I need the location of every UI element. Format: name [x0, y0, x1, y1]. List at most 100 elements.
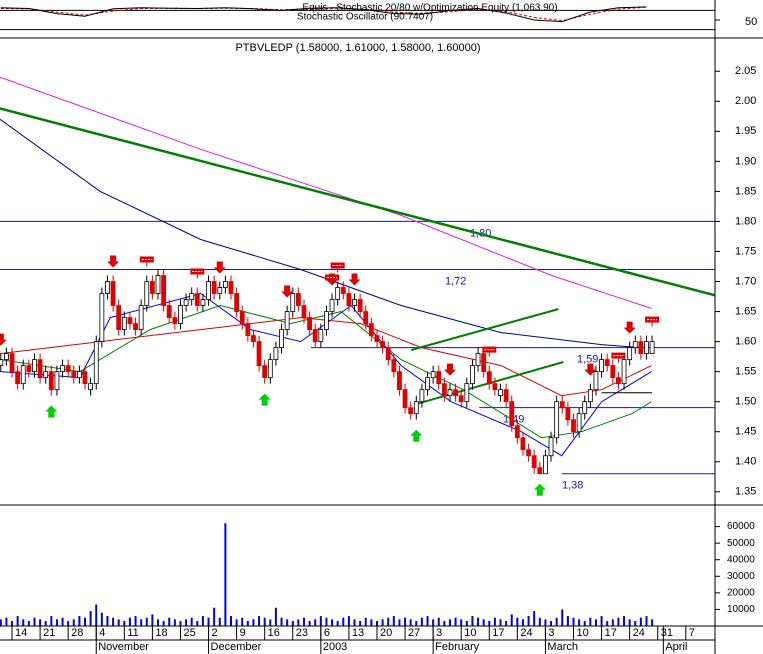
volume-bar [521, 619, 524, 626]
candle-body [335, 287, 341, 300]
candle-body [447, 389, 453, 397]
volume-bar [207, 617, 210, 626]
buy-arrow [410, 429, 423, 442]
candle-body [627, 347, 633, 361]
candle-body [211, 281, 217, 294]
candle-body [621, 359, 627, 385]
volume-bar [140, 619, 143, 626]
candle-body [99, 293, 105, 342]
y-tick-label: 1.60 [735, 335, 756, 347]
x-tick-label: 17 [605, 627, 617, 639]
x-tick-label: 16 [268, 627, 280, 639]
candle-body [88, 383, 94, 391]
volume-bar [370, 619, 373, 626]
candle-body [284, 311, 290, 330]
candle-body [492, 383, 498, 391]
candle-body [346, 293, 352, 306]
candle-body [189, 293, 195, 300]
volume-bar [258, 616, 261, 626]
volume-bar [27, 621, 30, 626]
volume-tick-label: 40000 [727, 554, 755, 565]
candle-body [537, 467, 543, 475]
candle-body [245, 323, 251, 336]
candle-body [307, 317, 313, 330]
volume-tick-label: 30000 [727, 571, 755, 582]
candle-body [587, 389, 593, 403]
volume-bar [364, 617, 367, 626]
volume-bar [241, 617, 244, 626]
candle-body [531, 455, 537, 469]
candle-body [318, 329, 324, 342]
candle-body [93, 341, 99, 385]
candle-body [475, 353, 481, 367]
candle-body [82, 371, 88, 385]
x-tick-label: 27 [408, 627, 420, 639]
x-tick-label: 9 [240, 627, 246, 639]
volume-bar [420, 617, 423, 626]
volume-bar [404, 617, 407, 626]
volume-bar [561, 609, 564, 626]
candle-body [402, 389, 408, 409]
stoch-tick-label: 50 [745, 16, 757, 28]
candle-body [649, 341, 655, 355]
candle-body [481, 353, 487, 373]
candle-body [571, 419, 576, 433]
candle-body [498, 389, 503, 397]
volume-bar [465, 621, 468, 626]
x-tick-label: 24 [520, 627, 532, 639]
candle-body [397, 371, 402, 391]
volume-bar [55, 619, 58, 626]
candle-body [593, 371, 599, 391]
y-tick-label: 1.95 [735, 125, 756, 137]
stoch-subtitle: Stochastic Oscillator (90.7407) [297, 12, 433, 23]
volume-bar [606, 621, 609, 626]
volume-bar [168, 617, 171, 626]
candle-body [385, 347, 391, 361]
volume-bar [375, 621, 378, 626]
overlay-line [0, 76, 652, 309]
volume-bar [95, 604, 98, 626]
candle-body [178, 305, 183, 324]
candle-body [644, 341, 649, 355]
candle-body [425, 377, 430, 391]
volume-bar [527, 616, 530, 626]
x-tick-label: 10 [577, 627, 589, 639]
volume-bar [645, 616, 648, 626]
candle-body [267, 359, 273, 379]
volume-bar [117, 619, 120, 626]
sell-arrow [584, 363, 597, 376]
volume-bar [634, 621, 637, 626]
candle-body [329, 299, 335, 312]
y-tick-label: 1.50 [735, 396, 756, 408]
volume-bar [100, 612, 103, 626]
volume-bar [5, 617, 8, 626]
candle-body [464, 383, 470, 403]
volume-bar [112, 617, 115, 626]
candle-body [430, 371, 436, 379]
volume-bar [151, 614, 154, 626]
x-tick-label: 3 [548, 627, 554, 639]
volume-bar [173, 619, 176, 626]
volume-bar [639, 617, 642, 626]
candle-body [183, 299, 189, 306]
overlay-line [410, 308, 559, 351]
x-tick-label: 23 [296, 627, 308, 639]
candle-body [413, 401, 419, 415]
candle-body [155, 275, 161, 294]
level-label: 1,72 [445, 275, 466, 287]
y-tick-label: 1.55 [735, 366, 756, 378]
x-tick-label: 7 [689, 627, 695, 639]
candle-body [116, 305, 122, 330]
candle-body [363, 311, 369, 324]
candle-body [54, 371, 60, 391]
x-tick-label: 6 [324, 627, 330, 639]
candle-body [239, 311, 245, 324]
volume-bar [0, 619, 2, 626]
candle-body [273, 347, 279, 361]
candle-body [604, 359, 610, 367]
candle-body [565, 407, 571, 421]
volume-bar [342, 617, 345, 626]
volume-bar [308, 621, 311, 626]
chart-title: PTBVLEDP (1.58000, 1.61000, 1.58000, 1.6… [235, 42, 480, 54]
volume-bar [89, 611, 92, 626]
